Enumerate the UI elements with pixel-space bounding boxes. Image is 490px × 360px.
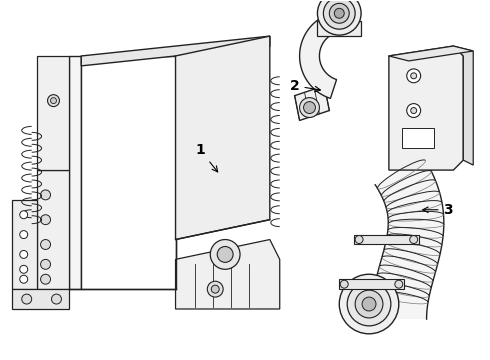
Circle shape <box>299 98 319 117</box>
Circle shape <box>20 211 28 219</box>
Polygon shape <box>402 129 434 148</box>
Circle shape <box>41 274 50 284</box>
Circle shape <box>211 285 219 293</box>
Polygon shape <box>70 56 81 289</box>
Circle shape <box>340 280 348 288</box>
Circle shape <box>410 235 417 243</box>
Circle shape <box>217 247 233 262</box>
Polygon shape <box>339 279 404 289</box>
Polygon shape <box>294 86 329 121</box>
Polygon shape <box>354 235 418 244</box>
Circle shape <box>355 290 383 318</box>
Circle shape <box>50 98 56 104</box>
Circle shape <box>362 297 376 311</box>
Circle shape <box>51 294 61 304</box>
Circle shape <box>323 0 355 29</box>
Circle shape <box>329 3 349 23</box>
Circle shape <box>41 215 50 225</box>
Circle shape <box>48 95 59 107</box>
Circle shape <box>303 102 316 113</box>
Circle shape <box>395 280 403 288</box>
Circle shape <box>22 294 32 304</box>
Circle shape <box>347 282 391 326</box>
Circle shape <box>41 260 50 269</box>
Polygon shape <box>318 21 361 36</box>
Circle shape <box>411 73 416 79</box>
Polygon shape <box>37 56 70 170</box>
Circle shape <box>20 251 28 258</box>
Text: 3: 3 <box>423 203 453 217</box>
Circle shape <box>411 108 416 113</box>
Circle shape <box>407 104 420 117</box>
Polygon shape <box>389 46 464 170</box>
Circle shape <box>20 231 28 239</box>
Circle shape <box>334 8 344 18</box>
Circle shape <box>20 275 28 283</box>
Polygon shape <box>175 36 270 239</box>
Text: 2: 2 <box>290 79 320 93</box>
Circle shape <box>207 281 223 297</box>
Polygon shape <box>37 170 70 289</box>
Polygon shape <box>81 56 175 289</box>
Circle shape <box>41 190 50 200</box>
Text: 1: 1 <box>196 143 218 172</box>
Circle shape <box>20 265 28 273</box>
Polygon shape <box>81 36 270 66</box>
Polygon shape <box>299 11 344 98</box>
Circle shape <box>318 0 361 35</box>
Circle shape <box>210 239 240 269</box>
Polygon shape <box>389 46 473 61</box>
Circle shape <box>407 69 420 83</box>
Circle shape <box>41 239 50 249</box>
Polygon shape <box>12 289 70 309</box>
Polygon shape <box>12 200 37 289</box>
Polygon shape <box>371 156 444 319</box>
Polygon shape <box>175 239 280 309</box>
Circle shape <box>355 235 363 243</box>
Circle shape <box>339 274 399 334</box>
Polygon shape <box>453 46 473 165</box>
